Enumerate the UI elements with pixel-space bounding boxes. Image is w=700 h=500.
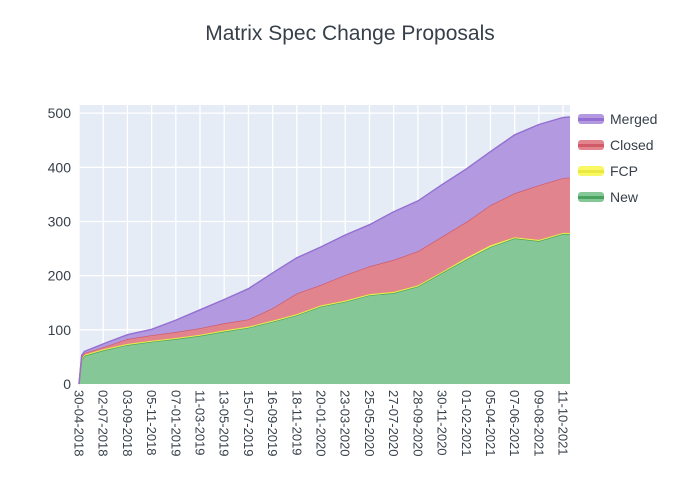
x-tick-label: 25-05-2020 xyxy=(362,390,377,457)
chart-title: Matrix Spec Change Proposals xyxy=(205,22,495,45)
legend-swatch-icon xyxy=(578,192,604,202)
legend-swatch-icon xyxy=(578,114,604,124)
legend-label: New xyxy=(610,189,639,205)
x-tick-label: 11-10-2021 xyxy=(556,390,571,456)
area-closed xyxy=(79,177,570,384)
x-tick-label: 13-05-2019 xyxy=(217,390,232,457)
legend-swatch-icon xyxy=(578,140,604,150)
x-tick-label: 03-09-2018 xyxy=(120,390,135,457)
x-tick-label: 23-03-2020 xyxy=(338,390,353,457)
x-tick-label: 01-02-2021 xyxy=(459,390,474,456)
legend: Merged Closed FCP New xyxy=(578,106,657,210)
x-tick-label: 30-11-2020 xyxy=(435,390,450,456)
area-merged xyxy=(79,116,570,385)
x-tick-label: 20-01-2020 xyxy=(314,390,329,457)
legend-item-closed[interactable]: Closed xyxy=(578,132,657,158)
x-tick-label: 11-03-2019 xyxy=(193,390,208,456)
x-tick-label: 16-09-2019 xyxy=(265,390,280,457)
y-tick-label: 0 xyxy=(63,376,71,392)
legend-swatch-icon xyxy=(578,166,604,176)
x-tick-label: 07-01-2019 xyxy=(168,390,183,457)
x-tick-label: 02-07-2018 xyxy=(96,390,111,457)
x-tick-label: 07-06-2021 xyxy=(507,390,522,457)
legend-label: FCP xyxy=(610,163,638,179)
legend-label: Closed xyxy=(610,137,654,153)
legend-label: Merged xyxy=(610,111,658,127)
y-tick-label: 400 xyxy=(48,159,72,175)
legend-item-merged[interactable]: Merged xyxy=(578,106,657,132)
x-tick-label: 09-08-2021 xyxy=(531,390,546,457)
legend-item-fcp[interactable]: FCP xyxy=(578,158,657,184)
x-tick-label: 18-11-2019 xyxy=(289,390,304,456)
y-tick-label: 500 xyxy=(48,105,72,121)
area-new xyxy=(79,233,570,384)
y-tick-label: 100 xyxy=(48,322,72,338)
x-tick-label: 05-11-2018 xyxy=(144,390,159,456)
line-merged xyxy=(78,116,571,385)
y-tick-label: 300 xyxy=(48,213,72,229)
x-tick-label: 15-07-2019 xyxy=(241,390,256,457)
y-tick-label: 200 xyxy=(48,268,72,284)
x-tick-label: 28-09-2020 xyxy=(410,390,425,457)
x-tick-label: 27-07-2020 xyxy=(386,390,401,457)
x-tick-label: 05-04-2021 xyxy=(483,390,498,456)
legend-item-new[interactable]: New xyxy=(578,184,657,210)
x-tick-label: 30-04-2018 xyxy=(72,390,87,457)
